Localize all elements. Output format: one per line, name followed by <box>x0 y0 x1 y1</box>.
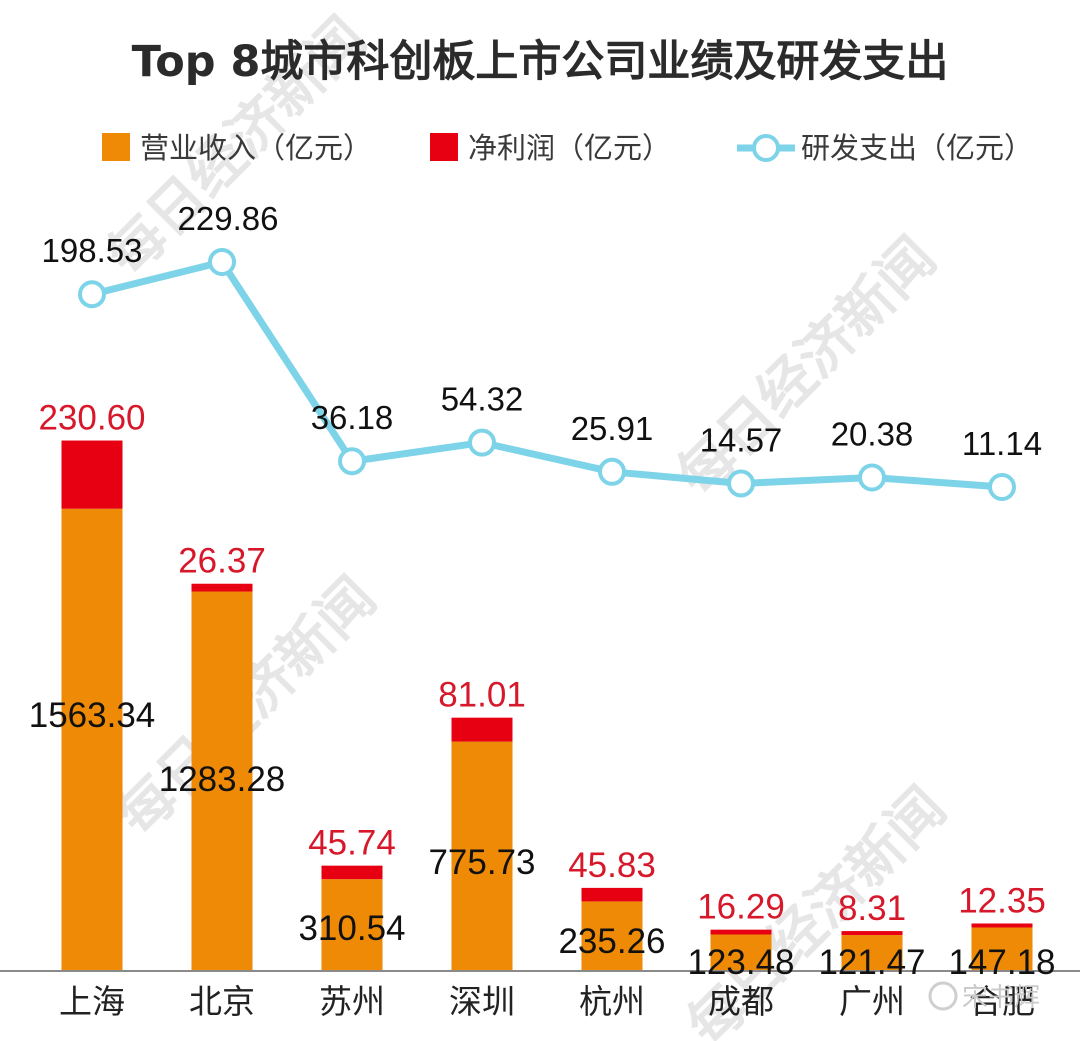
category-label: 成都 <box>708 982 774 1021</box>
net-profit-value-label: 81.01 <box>438 676 526 715</box>
rnd-value-label: 54.32 <box>441 381 524 418</box>
net-profit-value-label: 230.60 <box>38 399 145 438</box>
rnd-marker <box>858 463 886 492</box>
revenue-bar <box>841 935 903 971</box>
revenue-value-label: 310.54 <box>298 909 405 948</box>
revenue-value-label: 121.47 <box>818 943 925 982</box>
revenue-bar <box>971 927 1033 971</box>
rnd-marker <box>338 447 366 476</box>
revenue-bar <box>710 934 772 971</box>
category-label: 深圳 <box>449 982 515 1021</box>
revenue-value-label: 775.73 <box>428 843 535 882</box>
credit-mark: 宋书辉 <box>928 981 1040 1013</box>
net-profit-bar <box>581 887 643 902</box>
rnd-value-label: 36.18 <box>311 399 394 436</box>
rnd-value-label: 14.57 <box>700 421 783 458</box>
rnd-value-label: 11.14 <box>962 425 1042 462</box>
category-label: 上海 <box>59 982 125 1021</box>
net-profit-bar <box>710 929 772 935</box>
revenue-bar <box>451 741 513 971</box>
rnd-line <box>88 258 1006 491</box>
net-profit-value-label: 26.37 <box>178 542 266 581</box>
rnd-marker <box>208 248 236 276</box>
net-profit-value-label: 45.83 <box>568 846 656 885</box>
rnd-marker <box>598 457 626 486</box>
net-profit-bar <box>191 583 253 592</box>
legend-item-rnd: 研发支出（亿元） <box>737 131 1033 165</box>
rnd-value-label: 198.53 <box>42 232 143 269</box>
category-label: 合肥 <box>969 982 1035 1021</box>
rnd-value-label: 25.91 <box>571 410 654 447</box>
revenue-value-label: 235.26 <box>558 922 665 961</box>
rnd-value-label: 229.86 <box>178 200 279 237</box>
net-profit-bar <box>451 717 513 742</box>
net-profit-bar <box>971 923 1033 928</box>
net-profit-bar <box>841 931 903 936</box>
net-profit-bar <box>61 440 123 509</box>
rnd-marker <box>78 280 106 309</box>
rnd-marker <box>988 473 1016 501</box>
net-profit-value-label: 16.29 <box>697 888 785 927</box>
legend-item-revenue: 营业收入（亿元） <box>102 131 372 165</box>
legend: 营业收入（亿元） 净利润（亿元） 研发支出（亿元） <box>102 131 1033 165</box>
net-profit-bar <box>321 865 383 880</box>
category-label: 杭州 <box>579 982 645 1021</box>
category-label: 广州 <box>839 982 905 1021</box>
revenue-bar <box>61 508 123 971</box>
legend-swatch-marker-rnd <box>752 134 780 162</box>
revenue-bar <box>581 901 643 971</box>
revenue-value-label: 147.18 <box>948 943 1055 982</box>
chart-title: Top 8城市科创板上市公司业绩及研发支出 <box>132 37 949 87</box>
revenue-value-label: 1563.34 <box>29 696 156 735</box>
bars-layer <box>61 440 1033 971</box>
legend-swatch-revenue <box>102 133 130 161</box>
revenue-value-label: 1283.28 <box>159 760 286 799</box>
category-label: 苏州 <box>319 982 385 1021</box>
net-profit-value-label: 8.31 <box>838 889 906 928</box>
legend-item-net-profit: 净利润（亿元） <box>430 131 671 165</box>
revenue-bar <box>321 879 383 971</box>
credit-text: 宋书辉 <box>962 983 1040 1013</box>
legend-label-rnd: 研发支出（亿元） <box>801 131 1033 165</box>
revenue-bar <box>191 591 253 971</box>
net-profit-value-label: 12.35 <box>958 881 1046 920</box>
category-labels-layer: 上海 北京 苏州 深圳 杭州 成都 广州 合肥 <box>59 982 1035 1021</box>
revenue-value-label: 123.48 <box>687 943 794 982</box>
rnd-marker <box>468 428 496 457</box>
category-label: 北京 <box>189 982 255 1021</box>
legend-label-revenue: 营业收入（亿元） <box>140 131 372 165</box>
value-labels-layer: 230.60 1563.34 26.37 1283.28 45.74 310.54 81.0… <box>29 200 1056 982</box>
rnd-line-layer <box>78 248 1016 501</box>
legend-swatch-net-profit <box>430 133 458 161</box>
credit-icon <box>928 981 958 1011</box>
net-profit-value-label: 45.74 <box>308 824 396 863</box>
legend-label-net-profit: 净利润（亿元） <box>468 131 671 165</box>
watermark-text: 每日经济新闻 <box>664 224 948 508</box>
rnd-marker <box>727 469 755 498</box>
rnd-value-label: 20.38 <box>831 415 914 452</box>
